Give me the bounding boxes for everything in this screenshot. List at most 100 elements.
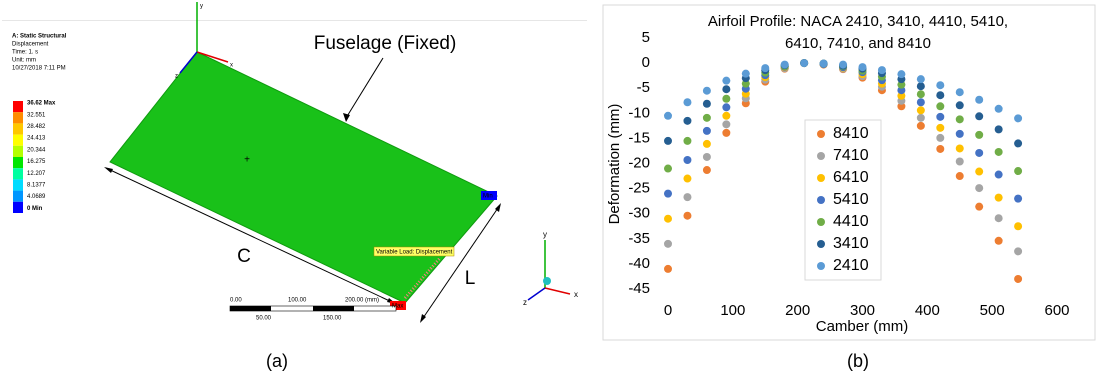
arrow-head bbox=[104, 167, 113, 173]
legend-marker bbox=[817, 262, 825, 270]
legend-label: 6410 bbox=[833, 169, 869, 186]
data-point bbox=[1014, 275, 1022, 283]
triad-label: y bbox=[200, 4, 203, 10]
scale-label: 200.00 (mm) bbox=[345, 298, 379, 304]
chart-title: 6410, 7410, and 8410 bbox=[785, 35, 931, 52]
scale-label: 0.00 bbox=[230, 298, 242, 304]
data-point bbox=[664, 190, 672, 198]
data-point bbox=[975, 203, 983, 211]
x-tick-label: 100 bbox=[720, 302, 745, 319]
x-tick-label: 200 bbox=[785, 302, 810, 319]
data-point bbox=[800, 59, 808, 67]
data-point bbox=[917, 90, 925, 98]
frame-line bbox=[2, 20, 587, 21]
legend-marker bbox=[817, 218, 825, 226]
data-point bbox=[683, 117, 691, 125]
data-point bbox=[742, 70, 750, 78]
legend-value: 28.482 bbox=[27, 124, 46, 130]
data-point bbox=[859, 63, 867, 71]
data-point bbox=[975, 96, 983, 104]
caption: (b) bbox=[847, 351, 869, 371]
scale-label: 50.00 bbox=[256, 316, 272, 322]
data-point bbox=[1014, 222, 1022, 230]
data-point bbox=[956, 115, 964, 123]
y-tick-label: -10 bbox=[628, 104, 650, 121]
legend-marker bbox=[817, 240, 825, 248]
data-point bbox=[683, 98, 691, 106]
figure: + Airfoil Profile: NACA 2410, 3410, 4410… bbox=[0, 0, 1105, 378]
data-point bbox=[995, 194, 1003, 202]
data-point bbox=[1014, 247, 1022, 255]
data-point bbox=[975, 168, 983, 176]
data-point bbox=[703, 127, 711, 135]
data-point bbox=[703, 166, 711, 174]
data-point bbox=[936, 134, 944, 142]
data-point bbox=[1014, 195, 1022, 203]
scale-label: 150.00 bbox=[323, 316, 342, 322]
page: {"figure_a": { "info": ["A: Static Struc… bbox=[0, 0, 1105, 378]
data-point bbox=[975, 184, 983, 192]
data-point bbox=[683, 193, 691, 201]
fuselage-label: Fuselage (Fixed) bbox=[314, 33, 457, 54]
legend-swatch bbox=[13, 202, 23, 213]
data-point bbox=[664, 165, 672, 173]
data-point bbox=[703, 100, 711, 108]
scale-seg bbox=[230, 306, 271, 311]
x-axis-label: Camber (mm) bbox=[816, 318, 909, 335]
legend-marker bbox=[817, 152, 825, 160]
legend-label: 5410 bbox=[833, 191, 869, 208]
legend-value: 24.413 bbox=[27, 136, 46, 142]
y-tick-label: -30 bbox=[628, 205, 650, 222]
data-point bbox=[1014, 114, 1022, 122]
legend-value: 20.344 bbox=[27, 147, 46, 153]
triad-label: x bbox=[230, 63, 233, 69]
y-tick-label: -40 bbox=[628, 255, 650, 272]
data-point bbox=[936, 81, 944, 89]
data-point bbox=[878, 66, 886, 74]
triad-x bbox=[545, 288, 570, 294]
data-point bbox=[995, 105, 1003, 113]
chart-title: Airfoil Profile: NACA 2410, 3410, 4410, … bbox=[708, 13, 1008, 30]
data-point bbox=[664, 215, 672, 223]
data-point bbox=[956, 172, 964, 180]
data-point bbox=[703, 140, 711, 148]
data-point bbox=[722, 129, 730, 137]
legend-value: 4.0689 bbox=[27, 194, 46, 200]
data-point bbox=[917, 98, 925, 106]
data-point bbox=[956, 88, 964, 96]
data-point bbox=[995, 237, 1003, 245]
data-point bbox=[917, 122, 925, 130]
data-point bbox=[722, 103, 730, 111]
legend-swatch bbox=[13, 191, 23, 202]
data-point bbox=[975, 149, 983, 157]
data-point bbox=[995, 171, 1003, 179]
data-point bbox=[975, 112, 983, 120]
data-point bbox=[956, 130, 964, 138]
info-text: Time: 1. s bbox=[12, 50, 38, 56]
legend-marker bbox=[817, 174, 825, 182]
data-point bbox=[722, 77, 730, 85]
data-point bbox=[664, 240, 672, 248]
info-text: A: Static Structural bbox=[12, 34, 67, 40]
pointer-arrow bbox=[346, 58, 383, 118]
triad-ball bbox=[543, 277, 551, 285]
data-point bbox=[683, 156, 691, 164]
data-point bbox=[664, 112, 672, 120]
data-point bbox=[1014, 167, 1022, 175]
y-tick-label: -35 bbox=[628, 230, 650, 247]
data-point bbox=[956, 144, 964, 152]
legend-swatch bbox=[13, 146, 23, 157]
min-label: Min bbox=[483, 194, 493, 200]
data-point bbox=[1014, 139, 1022, 147]
y-tick-label: 5 bbox=[642, 29, 650, 46]
plate bbox=[110, 52, 497, 303]
data-point bbox=[703, 114, 711, 122]
legend-label: 2410 bbox=[833, 257, 869, 274]
legend-value: 12.207 bbox=[27, 171, 46, 177]
legend-value: 32.551 bbox=[27, 112, 46, 118]
data-point bbox=[936, 145, 944, 153]
data-point bbox=[722, 95, 730, 103]
legend-value: 16.275 bbox=[27, 159, 46, 165]
data-point bbox=[917, 114, 925, 122]
data-point bbox=[703, 153, 711, 161]
